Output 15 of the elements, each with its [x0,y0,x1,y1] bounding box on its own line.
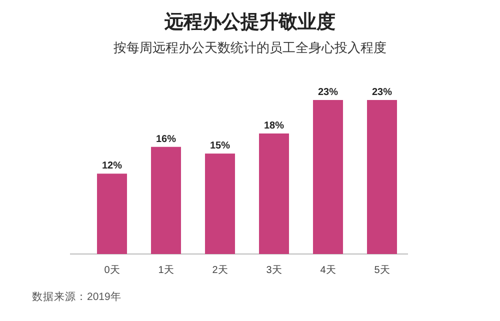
data-label: 23% [318,87,338,98]
x-tick-label: 1天 [158,265,174,276]
source-note: 数据来源：2019年 [32,290,122,303]
data-label: 12% [102,160,122,172]
data-label: 15% [210,140,230,152]
data-label: 16% [156,134,176,145]
x-tick-label: 5天 [374,265,390,276]
chart-title: 远程办公提升敬业度 [164,11,336,33]
data-label: 18% [264,120,284,132]
x-tick-label: 0天 [104,265,120,276]
x-tick-label: 3天 [266,265,282,276]
data-label: 23% [372,87,392,98]
x-tick-label: 4天 [320,265,336,276]
x-tick-label: 2天 [212,265,228,276]
chart-subtitle: 按每周远程办公天数统计的员工全身心投入程度 [114,40,386,55]
